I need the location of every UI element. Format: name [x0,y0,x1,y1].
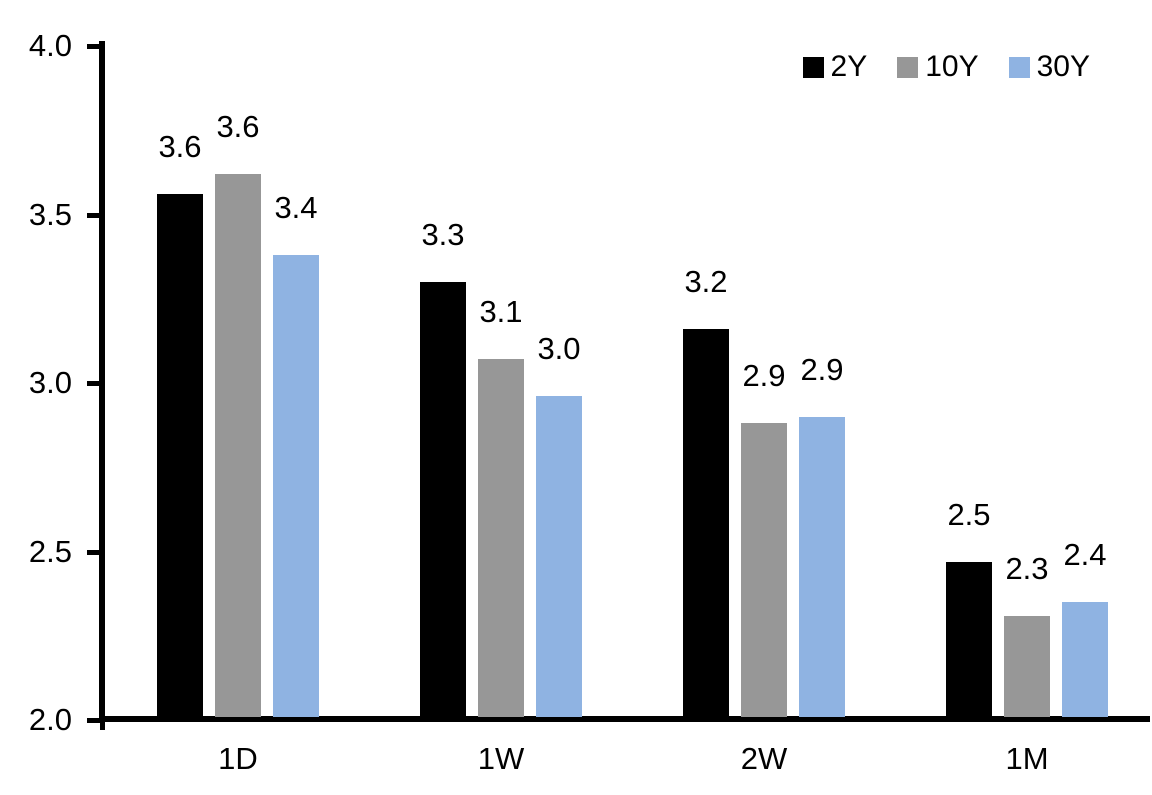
bar-value-label: 2.9 [800,351,844,387]
legend: 2Y 10Y 30Y [802,50,1090,83]
legend-swatch-icon [802,56,824,78]
bar-30y-2w [799,416,845,717]
bar-30y-1d [273,254,319,717]
y-axis-tick [87,549,100,555]
bar-10y-1w [478,359,524,717]
y-axis-tick [87,718,100,723]
bar-2y-1d [157,194,203,717]
legend-item-2y: 2Y [802,50,868,83]
x-axis-category-label: 2W [740,741,788,776]
y-axis-tick-label: 2.5 [28,533,72,569]
bar-value-label: 3.1 [479,294,523,330]
legend-label: 10Y [925,50,979,83]
legend-swatch-icon [1008,56,1030,78]
bar-value-label: 2.4 [1063,537,1107,573]
y-axis-line [99,41,105,722]
bar-value-label: 3.0 [537,331,581,367]
bar-value-label: 3.6 [216,109,260,145]
bar-value-label: 3.3 [421,216,465,252]
x-axis-category-label: 1M [1005,741,1049,776]
y-axis-tick-label: 4.0 [28,28,72,63]
x-axis-category-label: 1D [218,741,258,776]
bar-10y-1m [1004,615,1050,717]
legend-item-30y: 30Y [1008,50,1090,83]
bar-value-label: 3.4 [274,189,318,225]
bar-value-label: 2.9 [742,358,786,394]
bar-value-label: 3.6 [158,129,202,165]
y-axis-tick-label: 3.0 [28,365,72,400]
bar-30y-1w [536,396,582,717]
legend-label: 2Y [830,50,868,83]
legend-label: 30Y [1036,50,1090,83]
y-axis-tick [87,381,100,386]
y-axis-tick-label: 2.0 [28,702,72,737]
bar-value-label: 3.2 [684,264,728,300]
bar-30y-1m [1062,602,1108,717]
legend-item-10y: 10Y [897,50,979,83]
legend-swatch-icon [897,56,919,78]
x-axis-line [99,716,1150,722]
bar-2y-2w [683,329,729,717]
bar-2y-1w [420,281,466,717]
x-axis-category-label: 1W [477,741,525,776]
x-axis-crossing-tick [100,722,105,730]
bar-value-label: 2.3 [1005,550,1049,586]
y-axis-tick [87,44,100,49]
bar-2y-1m [946,561,992,717]
bar-10y-2w [741,423,787,717]
y-axis-tick [87,212,100,218]
y-axis-tick-label: 3.5 [28,196,72,232]
bar-10y-1d [215,174,261,717]
bar-value-label: 2.5 [947,496,991,532]
